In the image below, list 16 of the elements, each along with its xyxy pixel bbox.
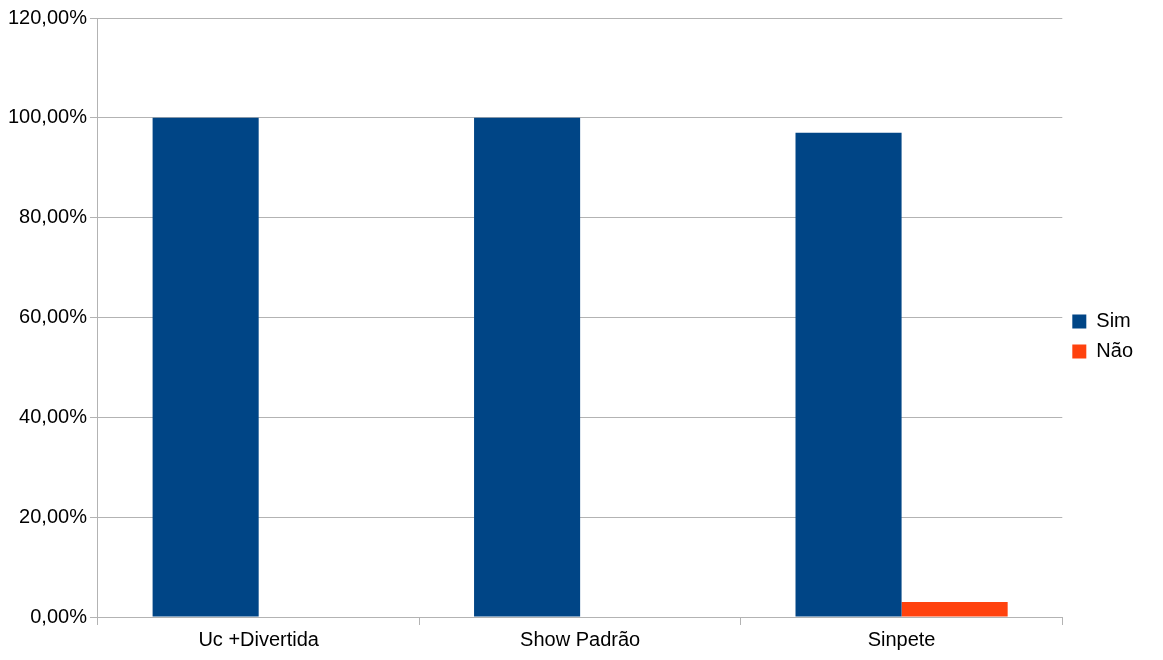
y-tick-label: 80,00%: [19, 205, 88, 228]
y-tick-label: 100,00%: [7, 105, 88, 128]
x-tick-label: Uc +Divertida: [198, 627, 320, 650]
y-tick-label: 60,00%: [19, 305, 88, 328]
y-tick-label: 40,00%: [19, 404, 88, 427]
bar: [795, 132, 902, 617]
y-tick-label: 0,00%: [30, 604, 88, 627]
bar: [901, 602, 1008, 617]
x-tick-label: Show Padrão: [520, 627, 641, 650]
bar: [152, 117, 259, 617]
y-tick-label: 20,00%: [19, 504, 88, 527]
legend-label: Não: [1096, 339, 1134, 362]
x-tick-label: Sinpete: [867, 627, 936, 650]
bar: [474, 117, 581, 617]
y-tick-label: 120,00%: [7, 5, 88, 28]
legend-label: Sim: [1096, 309, 1131, 332]
